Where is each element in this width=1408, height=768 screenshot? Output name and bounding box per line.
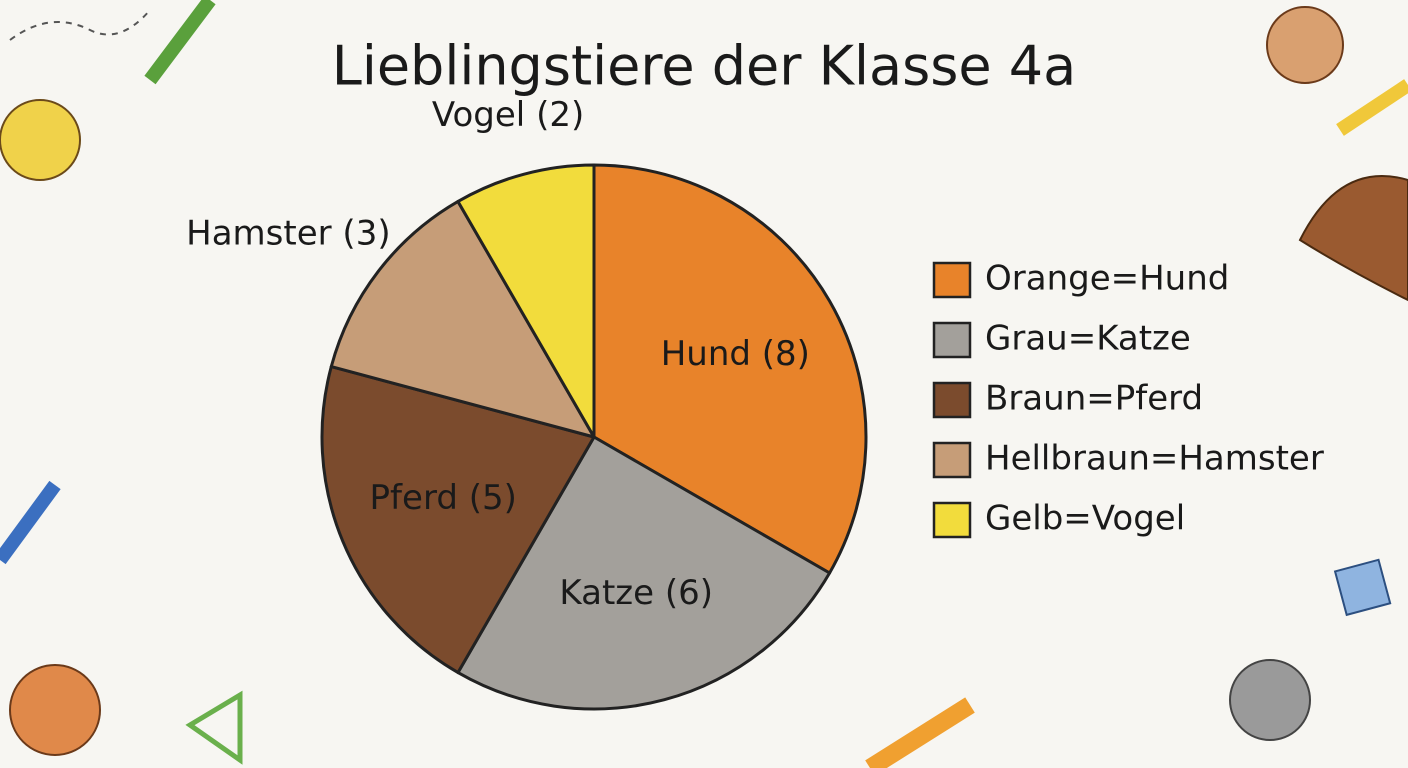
- dog-doodle: [0, 99, 81, 181]
- pencil: [144, 0, 216, 85]
- dog-doodle: [9, 664, 101, 756]
- pie-slice: [456, 163, 596, 439]
- cat-doodle: [1229, 659, 1311, 741]
- horse-doodle: [1298, 175, 1408, 302]
- pencil: [1336, 79, 1408, 136]
- legend-swatch: [932, 321, 972, 359]
- slice-label: Hamster (3): [186, 213, 390, 253]
- pie-slice: [329, 199, 596, 439]
- legend-label: Grau=Katze: [985, 319, 1191, 359]
- legend-swatch: [932, 381, 972, 419]
- doodle-line: [9, 9, 151, 41]
- pie-slice: [320, 365, 596, 675]
- dice: [1333, 558, 1392, 617]
- legend-label: Orange=Hund: [985, 259, 1229, 299]
- cat-doodle: [1266, 6, 1344, 84]
- slice-label: Katze (6): [559, 573, 713, 613]
- slice-label: Vogel (2): [432, 95, 584, 135]
- slice-label: Hund (8): [661, 334, 810, 374]
- triangle-ruler: [185, 690, 243, 765]
- pie-slice: [592, 163, 868, 575]
- pencil: [0, 480, 61, 565]
- pencil: [865, 697, 975, 768]
- legend-swatch: [932, 501, 972, 539]
- legend-swatch: [932, 261, 972, 299]
- legend-label: Braun=Pferd: [985, 379, 1203, 419]
- pie-slice: [456, 435, 832, 711]
- legend-label: Gelb=Vogel: [985, 499, 1185, 539]
- chart-title: Lieblingstiere der Klasse 4a: [332, 35, 1077, 98]
- legend-swatch: [932, 441, 972, 479]
- legend-label: Hellbraun=Hamster: [985, 439, 1324, 479]
- slice-label: Pferd (5): [370, 478, 517, 518]
